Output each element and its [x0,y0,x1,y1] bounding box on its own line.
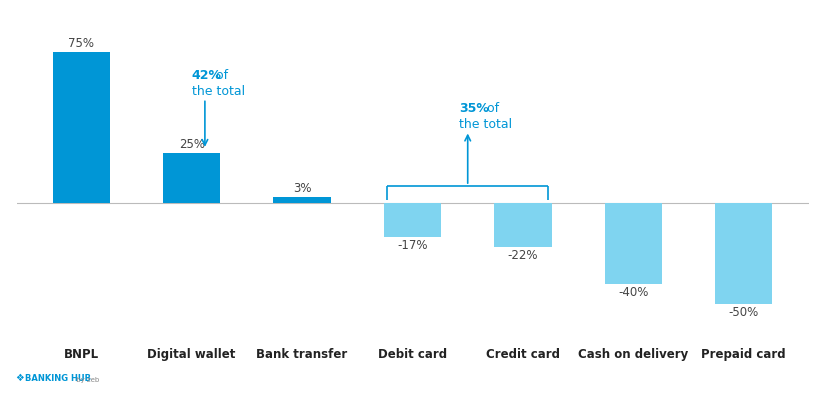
Text: the total: the total [191,85,245,98]
Text: the total: the total [459,118,512,130]
Text: 25%: 25% [179,138,205,151]
Bar [273,197,331,203]
Text: -40%: -40% [618,286,648,299]
Text: 3%: 3% [293,182,311,195]
Text: of: of [483,101,499,114]
Text: ❖: ❖ [15,373,24,383]
Text: 75%: 75% [68,37,94,50]
Text: by zeb: by zeb [74,377,100,383]
Text: -22%: -22% [507,250,538,263]
Bar [53,52,110,203]
Bar [715,203,772,304]
Bar [605,203,662,284]
Text: -17%: -17% [398,239,427,252]
Text: of: of [211,69,228,82]
Bar [494,203,552,248]
Text: BANKING HUB: BANKING HUB [25,374,91,383]
Text: -50%: -50% [728,306,759,319]
Text: 42%: 42% [191,69,222,82]
Bar [384,203,441,237]
Bar [163,153,220,203]
Text: 35%: 35% [459,101,488,114]
